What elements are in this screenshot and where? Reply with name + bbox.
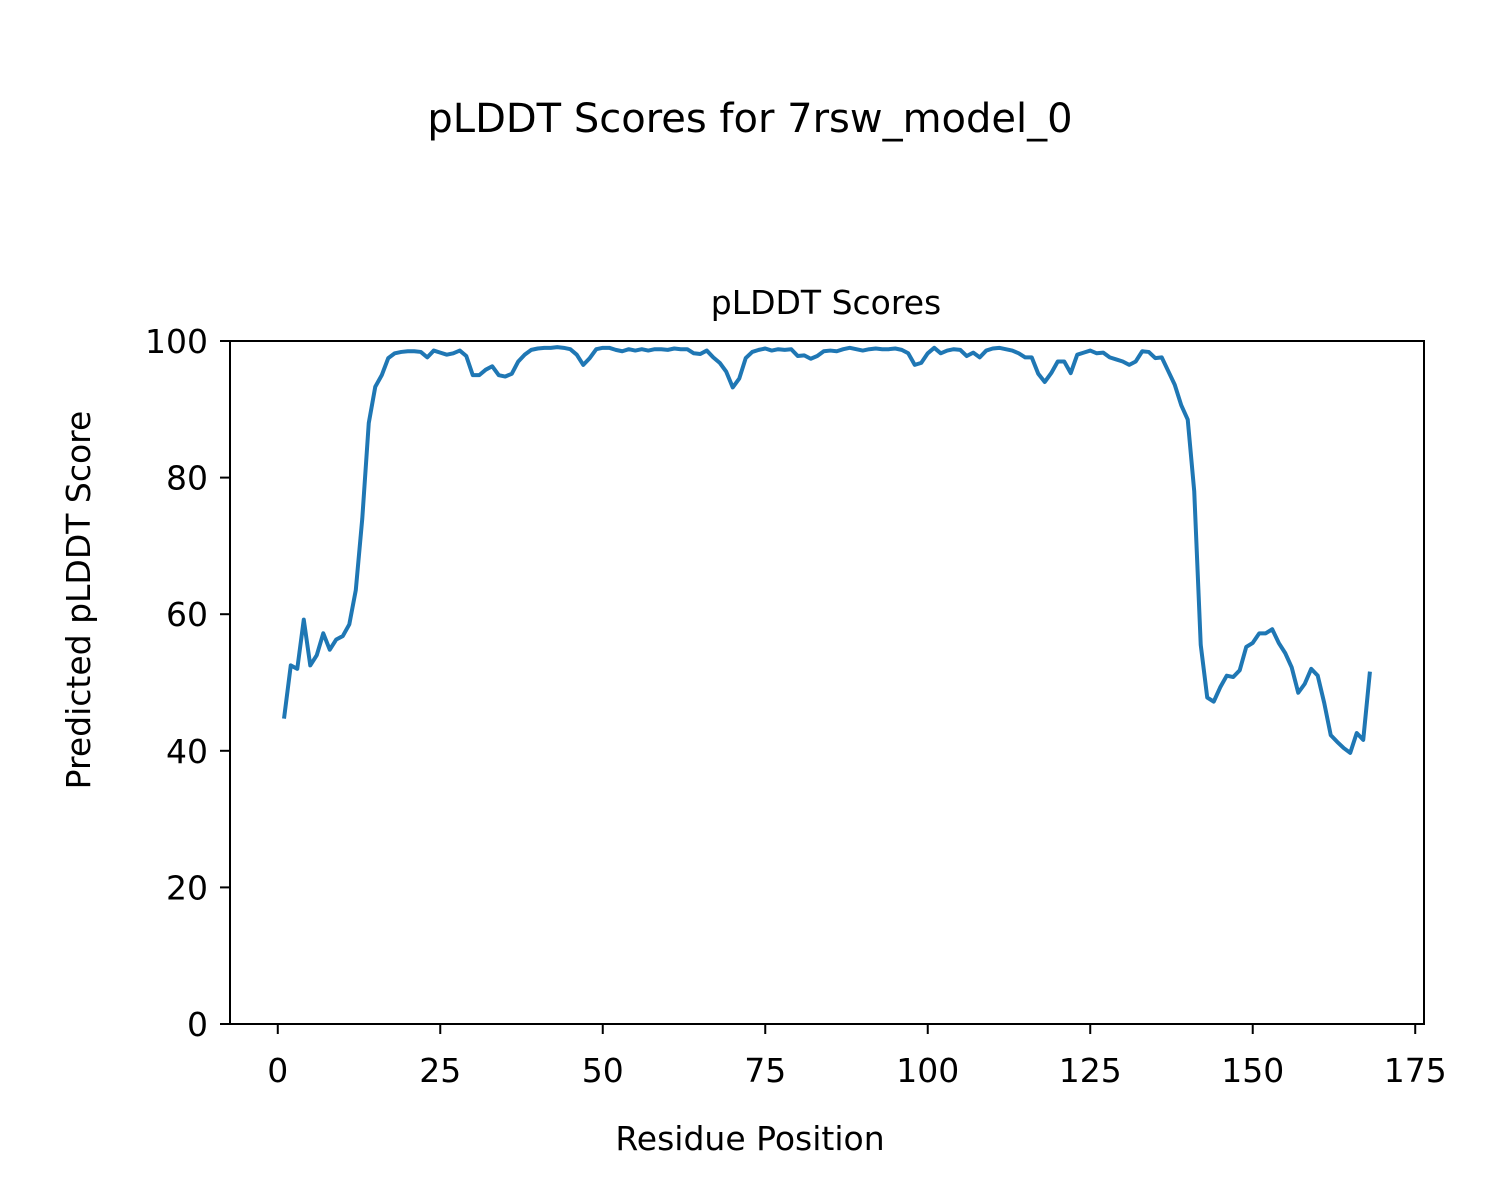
x-tick-label: 75 [744,1051,786,1090]
y-axis-label: Predicted pLDDT Score [59,411,98,790]
x-tick-label: 175 [1384,1051,1447,1090]
x-tick-label: 125 [1059,1051,1122,1090]
y-tick-label: 60 [166,595,208,634]
axes-title: pLDDT Scores [711,283,941,322]
y-tick-label: 20 [166,868,208,907]
x-axis-ticks: 0 25 50 75 100 125 150 175 [267,1024,1447,1090]
x-tick-label: 25 [419,1051,461,1090]
x-tick-label: 50 [582,1051,624,1090]
y-tick-label: 0 [187,1005,208,1044]
plot-area-frame [229,340,1425,1025]
y-tick-label: 40 [166,732,208,771]
y-tick-label: 80 [166,459,208,498]
series-line [282,345,1372,755]
figure-title: pLDDT Scores for 7rsw_model_0 [427,96,1072,142]
x-tick-label: 100 [896,1051,959,1090]
y-axis-ticks: 0 20 40 60 80 100 [145,322,230,1044]
y-tick-label: 100 [145,322,208,361]
x-tick-label: 0 [267,1051,288,1090]
x-tick-label: 150 [1221,1051,1284,1090]
x-axis-label: Residue Position [615,1119,884,1158]
